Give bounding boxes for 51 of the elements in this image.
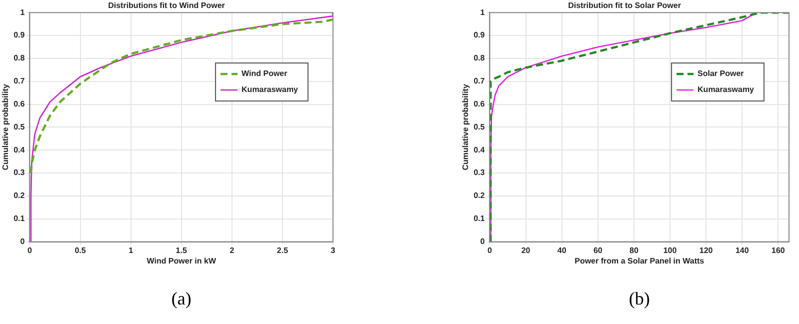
x-tick-label: 20 bbox=[521, 246, 531, 255]
y-tick-label: 0.3 bbox=[474, 168, 486, 178]
y-tick-label: 0.1 bbox=[14, 214, 26, 224]
chart-title: Distributions fit to Wind Power bbox=[108, 1, 225, 10]
x-axis-title: Wind Power in kW bbox=[146, 256, 216, 266]
x-tick-label: 3 bbox=[330, 246, 336, 255]
y-tick-label: 0.1 bbox=[474, 214, 486, 224]
x-tick-label: 0.5 bbox=[74, 246, 86, 255]
y-tick-label: 1 bbox=[20, 8, 26, 17]
text: (b) bbox=[628, 288, 650, 309]
x-tick-label: 0 bbox=[27, 246, 32, 255]
text: (a) bbox=[171, 288, 192, 309]
line-series bbox=[30, 12, 333, 174]
x-tick-label: 100 bbox=[663, 246, 678, 255]
x-tick-label: 1 bbox=[128, 246, 134, 255]
x-tick-label: 120 bbox=[699, 246, 714, 255]
y-tick-label: 0.3 bbox=[14, 168, 26, 178]
y-tick-label: 0.5 bbox=[14, 122, 26, 132]
x-tick-label: 1.5 bbox=[176, 246, 188, 255]
legend-label: Kumaraswamy bbox=[698, 85, 755, 94]
y-tick-label: 0.2 bbox=[14, 191, 26, 200]
x-tick-label: 0 bbox=[487, 246, 492, 255]
x-tick-label: 60 bbox=[593, 246, 603, 255]
legend-label: Wind Power bbox=[242, 69, 288, 78]
y-axis-title: Cumulative probability bbox=[1, 84, 10, 170]
legend-label: Solar Power bbox=[698, 69, 744, 78]
legend-label: Kumaraswamy bbox=[242, 85, 299, 94]
y-tick-label: 0.2 bbox=[474, 191, 486, 200]
y-tick-label: 0 bbox=[480, 237, 486, 246]
y-tick-label: 0 bbox=[20, 237, 26, 246]
y-tick-label: 0.4 bbox=[474, 145, 486, 154]
y-tick-label: 0.7 bbox=[474, 76, 486, 86]
x-tick-label: 2 bbox=[230, 246, 235, 255]
y-axis-title: Cumulative probability bbox=[461, 84, 470, 170]
y-tick-label: 0.9 bbox=[474, 30, 486, 40]
x-tick-label: 160 bbox=[772, 246, 786, 255]
y-tick-label: 0.6 bbox=[474, 99, 486, 108]
y-tick-label: 0.6 bbox=[14, 99, 26, 108]
x-axis-title: Power from a Solar Panel in Watts bbox=[574, 256, 705, 266]
x-tick-label: 2.5 bbox=[276, 246, 289, 255]
x-tick-label: 40 bbox=[557, 246, 567, 255]
chart-title: Distribution fit to Solar Power bbox=[568, 1, 681, 10]
y-tick-label: 0.7 bbox=[14, 76, 26, 86]
y-tick-label: 0.5 bbox=[474, 122, 486, 132]
y-tick-label: 0.4 bbox=[14, 145, 26, 154]
x-tick-label: 140 bbox=[735, 246, 750, 255]
y-tick-label: 0.8 bbox=[474, 54, 486, 63]
y-tick-label: 1 bbox=[480, 8, 486, 17]
y-tick-label: 0.9 bbox=[14, 30, 26, 40]
x-tick-label: 80 bbox=[630, 246, 639, 255]
y-tick-label: 0.8 bbox=[14, 54, 26, 63]
